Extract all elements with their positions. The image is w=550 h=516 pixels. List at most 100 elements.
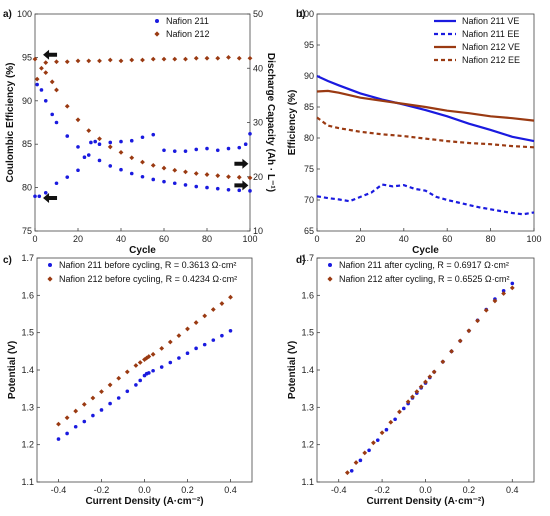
panel-3-ytick-label: 1.3 [21, 402, 34, 412]
panel-1-y2tick-label: 10 [253, 226, 263, 236]
panel-3-series-2-point [116, 375, 122, 381]
panel-3-series-2-point [185, 326, 190, 332]
panel-3-series-1-point [228, 329, 233, 333]
panel-3-xtick-label: 0.4 [224, 485, 237, 495]
panel-3-plot-frame [36, 257, 253, 483]
panel-1-series-3-point [54, 59, 59, 65]
panel-1-series-4-point [226, 174, 231, 180]
panel-3-series-1-point [82, 419, 87, 424]
panel-4-series-2-point [475, 318, 480, 324]
panel-1-series-3-point [107, 57, 113, 63]
panel-3-ytick-label: 1.4 [21, 365, 34, 375]
panel-3-series-2-point [146, 354, 152, 359]
panel-3-series-1-point [65, 431, 69, 436]
panel-1-y2tick-label: 40 [253, 63, 263, 73]
panel-4-legend-label: Nafion 212 after cycling, R = 0.6525 Ω·c… [339, 274, 510, 284]
arrow-right-icon-shape [234, 180, 249, 191]
panel-4-series-1-point [375, 438, 380, 442]
panel-4-ytick-label: 1.7 [301, 253, 314, 263]
panel-2-series-4-line [316, 116, 535, 149]
arrow-left-icon-shape [43, 193, 58, 204]
panel-1-series-2-point [119, 167, 123, 172]
panel-2-xtick-label: 80 [486, 234, 496, 244]
panel-1-series-3-point [86, 58, 92, 64]
panel-1-series-3-point [64, 59, 70, 65]
panel-1-series-1-point [183, 149, 188, 153]
panel-1-series-4-point [150, 162, 156, 168]
panel-3-ytick-label: 1.2 [21, 440, 34, 450]
panel-1-yaxis-label: Coulombic Efficiency (%) [5, 62, 16, 182]
panel-2-legend-label: Nafion 211 EE [462, 29, 519, 39]
panel-4-label: d) [296, 255, 305, 266]
panel-4-xaxis-label: Current Density (A·cm⁻²) [366, 496, 484, 507]
panel-4-series-2-point [414, 389, 420, 395]
panel-3-series-1-point [99, 408, 104, 412]
panel-4-ytick-label: 1.1 [301, 477, 314, 487]
panel-3-series-2-point [144, 355, 150, 361]
panel-4-series-2-point [431, 369, 437, 375]
panel-1-series-3-point [75, 58, 81, 64]
panel-1-legend-swatch [154, 31, 160, 37]
panel-1-series-1-point [43, 191, 48, 195]
panel-2-xtick-label: 100 [526, 234, 541, 244]
panel-1-series-4-point [236, 174, 242, 180]
panel-1-plot-frame [34, 13, 251, 232]
panel-4-series-2-point [466, 328, 472, 334]
panel-4-series-1-point [510, 281, 515, 286]
panel-2-ytick-label: 75 [304, 164, 314, 174]
panel-3-series-1-point [116, 396, 121, 400]
panel-4-series-2-point [371, 440, 376, 446]
panel-3-xtick-label: -0.4 [51, 485, 67, 495]
panel-3-series-2-point [193, 320, 199, 325]
panel-1-series-4-point [34, 76, 40, 82]
panel-2-ytick-label: 80 [304, 133, 314, 143]
panel-1-series-4-point [86, 128, 92, 134]
panel-1-series-2-point [205, 185, 209, 190]
panel-1-series-3-point [129, 57, 135, 63]
panel-1-y2axis-label: Discharge Capacity (Ah · L⁻¹) [265, 53, 276, 192]
panel-3-series-1-point [211, 338, 216, 342]
panel-1-series-1-point [205, 146, 209, 151]
panel-1-series-2-point [35, 82, 39, 87]
panel-1-ytick-label: 100 [17, 9, 32, 19]
panel-2-xtick-label: 60 [442, 234, 452, 244]
panel-4-series-1-point [402, 406, 406, 411]
panel-4-series-2-point [379, 430, 385, 436]
panel-4-xtick-label: 0.0 [419, 485, 432, 495]
panel-3-ytick-label: 1.7 [21, 253, 34, 263]
panel-4-ytick-label: 1.4 [301, 365, 314, 375]
panel-1-series-3-point [97, 58, 102, 64]
panel-1-series-4-point [172, 167, 178, 173]
panel-1-series-2-point [237, 188, 242, 193]
panel-1-series-4-point [64, 103, 70, 109]
panel-3-series-1-point [91, 413, 95, 418]
panel-1-xtick-label: 60 [159, 234, 169, 244]
panel-4-xtick-label: -0.2 [374, 485, 390, 495]
panel-2-xaxis-label: Cycle [412, 245, 439, 256]
panel-1-xaxis-label: Cycle [129, 245, 156, 256]
panel-3-series-2-point [167, 339, 173, 345]
panel-4-series-2-point [353, 460, 359, 465]
panel-2-ytick-label: 90 [304, 71, 314, 81]
panel-1-y2tick-label: 20 [253, 172, 263, 182]
panel-2-ytick-label: 85 [304, 102, 314, 112]
panel-1-series-4-point [183, 169, 188, 175]
panel-1-series-1-point [248, 131, 252, 136]
panel-3-label: c) [3, 255, 12, 266]
panel-4-legend-label: Nafion 211 after cycling, R = 0.6917 Ω·c… [339, 260, 509, 270]
panel-1-series-4-point [107, 144, 113, 150]
panel-1-ytick-label: 95 [22, 52, 32, 62]
panel-4-ytick-label: 1.5 [301, 328, 314, 338]
panel-4-series-2-point [418, 384, 424, 390]
panel-1-series-1-point [215, 148, 220, 153]
panel-1-ytick-label: 75 [22, 226, 32, 236]
panel-1-series-1-point [140, 135, 145, 140]
panel-4-series-1-point [349, 469, 354, 473]
panel-1-series-2-point [108, 164, 113, 168]
panel-3-series-2-point [137, 360, 143, 365]
panel-1-series-1-point [54, 181, 59, 186]
panel-1-series-4-point [54, 87, 59, 93]
panel-4-series-2-point [427, 374, 433, 380]
panel-4-series-2-point [440, 359, 446, 365]
